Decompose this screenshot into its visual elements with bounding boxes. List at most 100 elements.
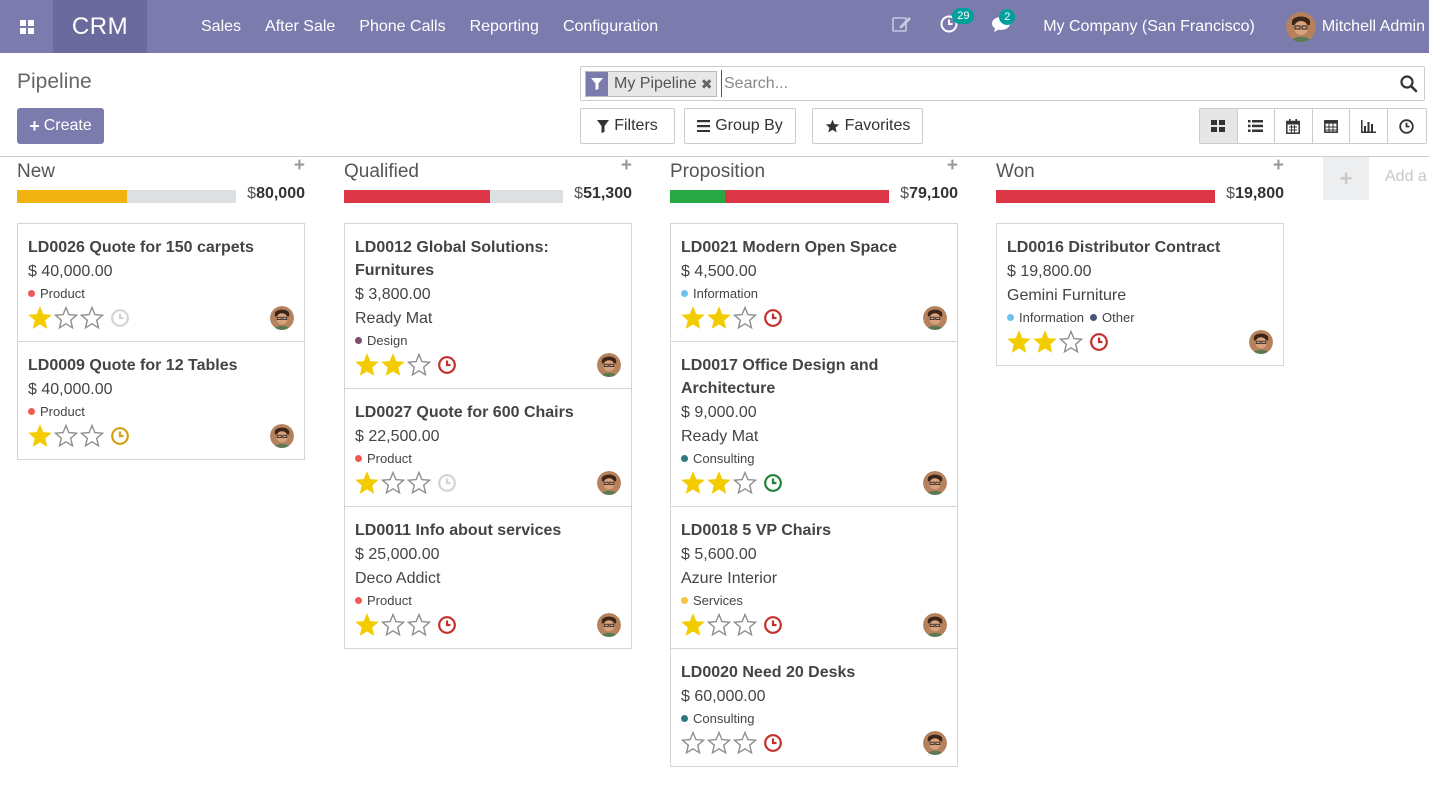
star-empty-icon[interactable] <box>733 306 757 330</box>
star-empty-icon[interactable] <box>381 613 405 637</box>
create-button[interactable]: + Create <box>17 108 104 144</box>
activity-clock-icon[interactable] <box>1089 332 1109 352</box>
apps-menu-button[interactable] <box>0 0 53 53</box>
star-empty-icon[interactable] <box>80 306 104 330</box>
progress-segment[interactable] <box>724 190 889 203</box>
search-input[interactable] <box>721 70 1391 97</box>
lead-card[interactable]: LD0026 Quote for 150 carpets $ 40,000.00 P… <box>18 224 304 342</box>
star-empty-icon[interactable] <box>681 731 705 755</box>
star-filled-icon[interactable] <box>1007 330 1031 354</box>
edit-icon[interactable] <box>892 15 912 38</box>
favorites-button[interactable]: Favorites <box>812 108 923 144</box>
activity-clock-icon[interactable] <box>763 733 783 753</box>
calendar-view-button[interactable] <box>1275 109 1313 143</box>
activity-clock-icon[interactable]: 29 <box>940 8 975 38</box>
star-filled-icon[interactable] <box>355 471 379 495</box>
lead-card[interactable]: LD0012 Global Solutions: Furnitures $ 3,8… <box>345 224 631 389</box>
star-empty-icon[interactable] <box>707 731 731 755</box>
column-progress-bar[interactable] <box>344 190 563 203</box>
lead-card[interactable]: LD0018 5 VP Chairs $ 5,600.00 Azure Interi… <box>671 507 957 649</box>
star-empty-icon[interactable] <box>407 353 431 377</box>
column-progress-bar[interactable] <box>670 190 889 203</box>
progress-segment[interactable] <box>996 190 1215 203</box>
menu-item-sales[interactable]: Sales <box>201 17 242 35</box>
lead-title: LD0017 Office Design and Architecture <box>681 357 879 397</box>
column-progress-bar[interactable] <box>17 190 236 203</box>
star-filled-icon[interactable] <box>707 471 731 495</box>
star-filled-icon[interactable] <box>681 471 705 495</box>
kanban-view-button[interactable] <box>1200 109 1238 143</box>
menu-item-reporting[interactable]: Reporting <box>469 17 539 35</box>
star-filled-icon[interactable] <box>28 424 52 448</box>
star-empty-icon[interactable] <box>381 471 405 495</box>
star-filled-icon[interactable] <box>681 306 705 330</box>
column-title[interactable]: New <box>17 161 56 182</box>
column-quick-create-icon[interactable]: + <box>620 155 632 176</box>
menu-item-after-sale[interactable]: After Sale <box>265 17 336 35</box>
lead-card[interactable]: LD0009 Quote for 12 Tables $ 40,000.00 Pro… <box>18 342 304 459</box>
activity-clock-icon[interactable] <box>437 615 457 635</box>
graph-view-button[interactable] <box>1350 109 1388 143</box>
star-empty-icon[interactable] <box>733 613 757 637</box>
column-progress-bar[interactable] <box>996 190 1215 203</box>
column-quick-create-icon[interactable]: + <box>1272 155 1284 176</box>
user-menu[interactable]: Mitchell Admin <box>1285 11 1425 42</box>
lead-card[interactable]: LD0016 Distributor Contract $ 19,800.00 Ge… <box>997 224 1283 365</box>
activity-clock-icon[interactable] <box>437 355 457 375</box>
search-icon[interactable] <box>1399 74 1419 94</box>
activity-clock-icon[interactable] <box>110 426 130 446</box>
star-filled-icon[interactable] <box>707 306 731 330</box>
star-filled-icon[interactable] <box>355 353 379 377</box>
column-title[interactable]: Won <box>996 161 1035 182</box>
activity-clock-icon[interactable] <box>763 308 783 328</box>
star-empty-icon[interactable] <box>407 471 431 495</box>
pivot-view-button[interactable] <box>1312 109 1351 143</box>
tag-color-dot <box>355 337 362 344</box>
column-quick-create-icon[interactable]: + <box>293 155 305 176</box>
add-column[interactable]: + Add a Column <box>1323 157 1429 200</box>
activity-view-button[interactable] <box>1387 109 1426 143</box>
lead-card[interactable]: LD0027 Quote for 600 Chairs $ 22,500.00 Pr… <box>345 389 631 507</box>
list-view-button[interactable] <box>1237 109 1276 143</box>
apps-grid-icon <box>19 19 34 34</box>
activity-clock-icon[interactable] <box>763 473 783 493</box>
star-empty-icon[interactable] <box>407 613 431 637</box>
column-quick-create-icon[interactable]: + <box>946 155 958 176</box>
company-switcher[interactable]: My Company (San Francisco) <box>1043 17 1255 35</box>
star-filled-icon[interactable] <box>381 353 405 377</box>
column-title[interactable]: Qualified <box>344 161 419 182</box>
star-empty-icon[interactable] <box>707 613 731 637</box>
lead-card[interactable]: LD0017 Office Design and Architecture $ 9… <box>671 342 957 507</box>
tag-label: Product <box>40 286 85 301</box>
menu-item-configuration[interactable]: Configuration <box>562 17 659 35</box>
star-empty-icon[interactable] <box>80 424 104 448</box>
lead-card[interactable]: LD0021 Modern Open Space $ 4,500.00 Inform… <box>671 224 957 342</box>
lead-card[interactable]: LD0011 Info about services $ 25,000.00 Dec… <box>345 507 631 648</box>
activity-clock-icon[interactable] <box>763 615 783 635</box>
filters-button[interactable]: Filters <box>580 108 675 144</box>
progress-segment[interactable] <box>670 190 725 203</box>
star-filled-icon[interactable] <box>681 613 705 637</box>
star-empty-icon[interactable] <box>733 471 757 495</box>
menu-item-phone-calls[interactable]: Phone Calls <box>359 17 446 35</box>
lead-card-footer <box>681 470 947 496</box>
column-progress: $79,100 <box>670 184 958 208</box>
star-empty-icon[interactable] <box>54 306 78 330</box>
column-title[interactable]: Proposition <box>670 161 766 182</box>
star-empty-icon[interactable] <box>54 424 78 448</box>
star-filled-icon[interactable] <box>28 306 52 330</box>
star-filled-icon[interactable] <box>355 613 379 637</box>
add-column-plus-icon[interactable]: + <box>1323 157 1369 200</box>
progress-segment[interactable] <box>17 190 127 203</box>
star-empty-icon[interactable] <box>1059 330 1083 354</box>
progress-segment[interactable] <box>344 190 491 203</box>
lead-card[interactable]: LD0020 Need 20 Desks $ 60,000.00 Consultin… <box>671 649 957 766</box>
activity-clock-icon[interactable] <box>437 473 457 493</box>
star-filled-icon[interactable] <box>1033 330 1057 354</box>
app-brand[interactable]: CRM <box>53 0 147 53</box>
facet-remove-icon[interactable]: ✖ <box>700 75 713 92</box>
messages-icon[interactable]: 2 <box>991 8 1016 38</box>
star-empty-icon[interactable] <box>733 731 757 755</box>
group-by-button[interactable]: Group By <box>684 108 796 144</box>
activity-clock-icon[interactable] <box>110 308 130 328</box>
